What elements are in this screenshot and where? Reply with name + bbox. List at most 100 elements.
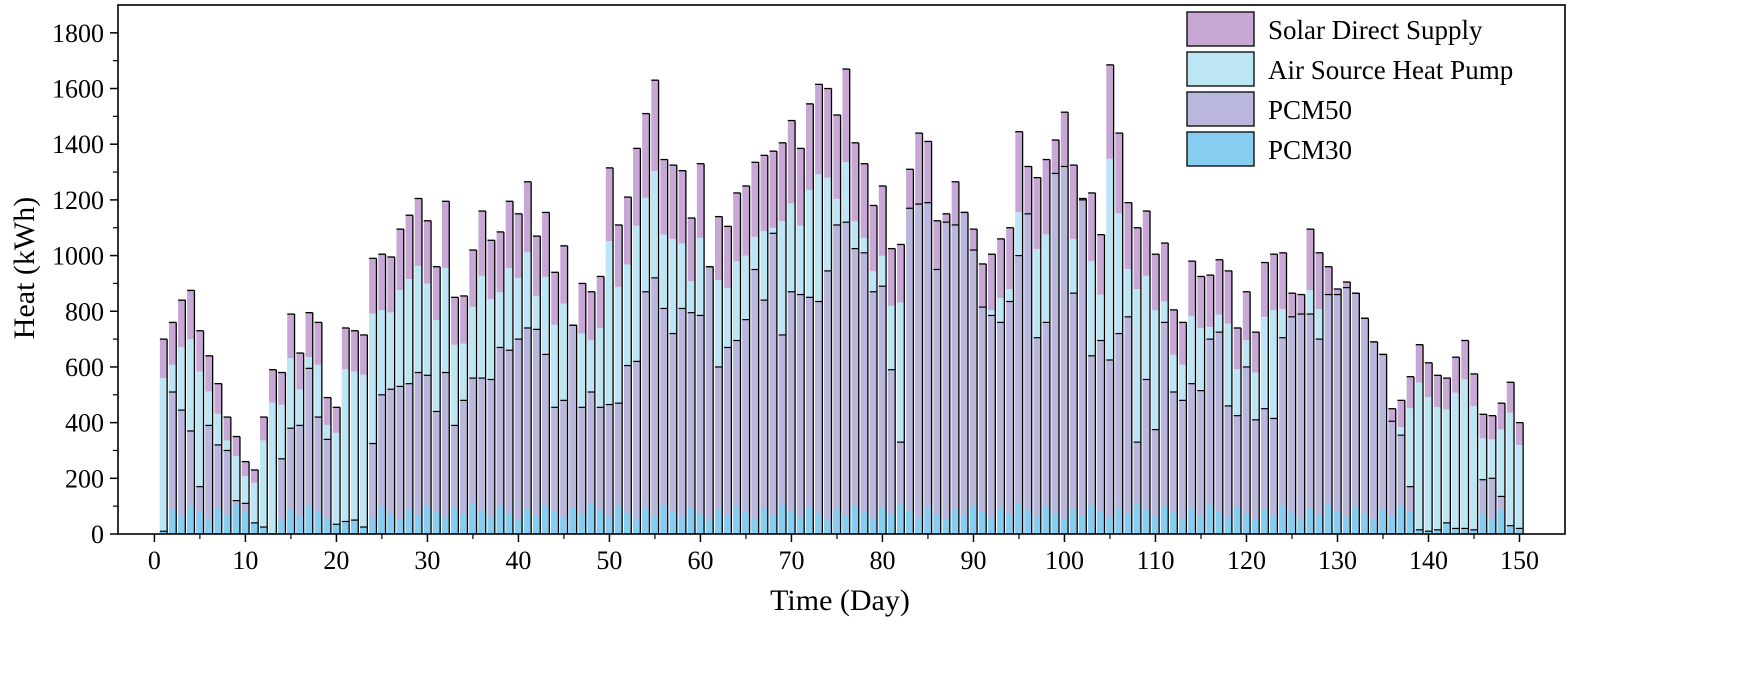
bar-pcm50 bbox=[660, 308, 668, 534]
bar-pcm30 bbox=[1142, 510, 1151, 534]
bar-pcm30 bbox=[787, 510, 796, 534]
legend: Solar Direct Supply Air Source Heat Pump P… bbox=[1186, 11, 1513, 167]
bar-day-7 bbox=[214, 383, 223, 534]
bar-pcm30 bbox=[1424, 531, 1433, 534]
bar-day-76 bbox=[842, 68, 851, 535]
bar-day-106 bbox=[1115, 132, 1124, 535]
bar-pcm50 bbox=[287, 428, 295, 534]
bar-pcm30 bbox=[205, 518, 213, 534]
bar-pcm30 bbox=[259, 527, 268, 534]
bar-pcm30 bbox=[542, 505, 550, 534]
bar-pcm50 bbox=[1379, 354, 1387, 534]
bar-day-112 bbox=[1170, 309, 1178, 534]
x-tick-label: 0 bbox=[148, 546, 161, 575]
bar-day-12 bbox=[259, 416, 268, 534]
bar-pcm50 bbox=[378, 394, 386, 534]
bar-pcm50 bbox=[633, 361, 641, 534]
bar-pcm30 bbox=[432, 511, 441, 534]
bar-day-49 bbox=[596, 275, 605, 534]
y-tick-label: 400 bbox=[65, 409, 104, 438]
bar-pcm30 bbox=[860, 512, 868, 534]
x-axis-title: Time (Day) bbox=[770, 584, 910, 617]
bar-day-148 bbox=[1497, 402, 1506, 534]
bar-pcm50 bbox=[778, 334, 786, 534]
bar-day-54 bbox=[642, 112, 651, 535]
bar-pcm30 bbox=[287, 509, 295, 534]
bar-pcm50 bbox=[478, 378, 486, 534]
bar-day-57 bbox=[669, 164, 678, 534]
bar-pcm50 bbox=[978, 307, 987, 534]
bar-pcm30 bbox=[314, 512, 322, 534]
bar-day-144 bbox=[1461, 339, 1470, 534]
bar-pcm50 bbox=[168, 392, 177, 534]
bar-pcm50 bbox=[569, 325, 577, 534]
bar-pcm50 bbox=[1233, 415, 1242, 534]
bar-pcm50 bbox=[678, 308, 686, 534]
bar-pcm50 bbox=[214, 444, 222, 534]
x-tick-label: 90 bbox=[960, 546, 986, 575]
bar-day-94 bbox=[1006, 227, 1015, 534]
bar-pcm30 bbox=[1352, 506, 1360, 534]
bar-day-74 bbox=[824, 87, 833, 535]
bar-pcm30 bbox=[460, 514, 468, 534]
bar-pcm50 bbox=[887, 369, 896, 534]
bar-pcm30 bbox=[1506, 525, 1515, 534]
bar-day-122 bbox=[1261, 261, 1269, 534]
bar-day-43 bbox=[542, 211, 551, 534]
bar-day-22 bbox=[350, 330, 359, 534]
bar-air-source-heat-pump bbox=[350, 371, 359, 534]
bar-pcm30 bbox=[997, 507, 1005, 534]
bar-pcm30 bbox=[405, 509, 413, 534]
bar-pcm30 bbox=[1160, 506, 1169, 534]
bar-pcm50 bbox=[187, 430, 195, 534]
bar-pcm30 bbox=[687, 507, 695, 534]
bar-pcm50 bbox=[1479, 479, 1487, 534]
bar-day-38 bbox=[496, 231, 505, 535]
bar-air-source-heat-pump bbox=[369, 313, 377, 534]
bar-day-4 bbox=[187, 289, 196, 534]
bar-pcm30 bbox=[1088, 505, 1096, 534]
bar-day-34 bbox=[460, 295, 469, 534]
bar-day-23 bbox=[360, 334, 369, 534]
bar-day-37 bbox=[487, 239, 496, 534]
bar-pcm50 bbox=[751, 269, 759, 534]
bar-day-27 bbox=[396, 228, 405, 534]
bar-pcm30 bbox=[441, 518, 450, 534]
bar-day-20 bbox=[332, 406, 341, 534]
bar-pcm50 bbox=[742, 319, 750, 534]
bar-day-56 bbox=[660, 158, 669, 534]
bar-day-11 bbox=[250, 469, 259, 534]
bar-pcm50 bbox=[1170, 392, 1178, 534]
bar-pcm30 bbox=[305, 505, 313, 534]
bar-air-source-heat-pump bbox=[1470, 405, 1478, 534]
bar-pcm50 bbox=[396, 386, 404, 534]
bar-day-59 bbox=[687, 217, 696, 534]
bar-air-source-heat-pump bbox=[360, 374, 368, 534]
bar-air-source-heat-pump bbox=[159, 378, 168, 534]
bar-pcm50 bbox=[469, 378, 477, 534]
bar-pcm50 bbox=[414, 372, 422, 534]
bar-pcm50 bbox=[405, 383, 413, 534]
bar-pcm50 bbox=[1488, 478, 1496, 534]
bar-pcm30 bbox=[168, 509, 177, 534]
bar-pcm50 bbox=[1297, 314, 1305, 534]
bar-pcm50 bbox=[915, 204, 923, 535]
bar-pcm30 bbox=[1443, 522, 1451, 534]
bar-pcm30 bbox=[778, 504, 786, 534]
bar-day-140 bbox=[1424, 362, 1433, 534]
bar-pcm30 bbox=[1261, 509, 1269, 534]
bar-pcm50 bbox=[1315, 339, 1323, 534]
bar-pcm50 bbox=[1160, 322, 1169, 534]
bar-pcm30 bbox=[1224, 517, 1232, 534]
y-tick-label: 1200 bbox=[52, 186, 104, 215]
bar-day-114 bbox=[1188, 260, 1197, 534]
bar-pcm30 bbox=[642, 508, 650, 534]
bar-pcm30 bbox=[824, 519, 832, 534]
bar-day-21 bbox=[341, 327, 350, 534]
bar-pcm50 bbox=[1342, 287, 1351, 534]
bar-pcm50 bbox=[833, 224, 841, 534]
bar-pcm50 bbox=[787, 291, 796, 534]
bar-pcm50 bbox=[1188, 383, 1196, 534]
bar-pcm50 bbox=[878, 286, 887, 534]
bar-pcm50 bbox=[1224, 405, 1232, 534]
